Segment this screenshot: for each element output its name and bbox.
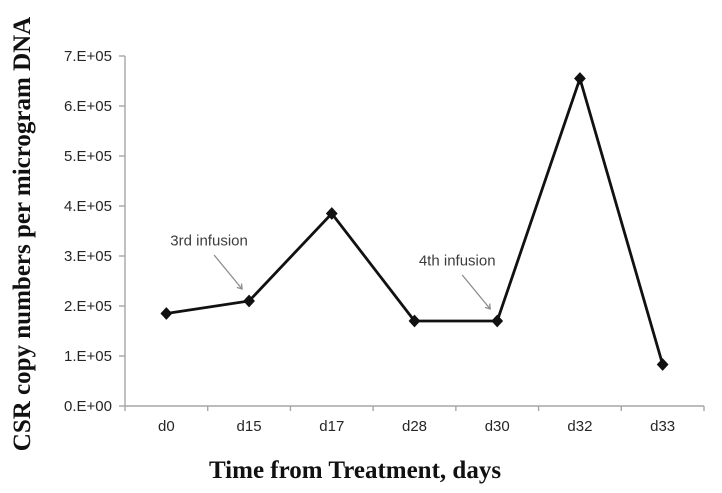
x-tick-label: d28 <box>401 418 428 435</box>
annotation-4th-infusion: 4th infusion <box>418 252 496 270</box>
y-tick-label: 7.E+05 <box>64 47 112 65</box>
data-point-marker <box>408 314 421 328</box>
axes-layer <box>119 55 705 411</box>
x-tick-label: d32 <box>567 418 593 435</box>
data-point-marker <box>574 72 586 85</box>
y-axis-title: CSR copy numbers per microgram DNA <box>9 16 36 452</box>
y-tick-label: 0.E+00 <box>64 397 112 415</box>
y-tick-label: 1.E+05 <box>64 347 112 365</box>
x-tick-label: d15 <box>236 418 262 435</box>
annotation-arrow <box>461 274 491 310</box>
annotation-arrow <box>213 254 243 290</box>
data-point-marker <box>325 207 338 220</box>
y-tick-label: 5.E+05 <box>64 147 112 165</box>
annotation-arrow-layer <box>213 254 491 310</box>
x-tick-label: d17 <box>319 418 345 435</box>
annotation-3rd-infusion: 3rd infusion <box>170 232 248 250</box>
y-tick-label: 6.E+05 <box>64 97 112 115</box>
x-tick-label: d33 <box>650 418 676 435</box>
x-axis-title: Time from Treatment, days <box>208 457 502 484</box>
x-tick-label: d0 <box>158 418 175 435</box>
y-tick-label: 2.E+05 <box>64 297 112 315</box>
y-tick-label: 4.E+05 <box>64 197 112 215</box>
series-layer <box>160 72 669 371</box>
y-tick-label: 3.E+05 <box>64 247 112 265</box>
data-point-marker <box>160 307 173 320</box>
data-point-marker <box>491 314 504 328</box>
data-point-marker <box>243 294 255 308</box>
x-tick-label: d30 <box>484 418 510 435</box>
data-point-marker <box>656 358 669 371</box>
